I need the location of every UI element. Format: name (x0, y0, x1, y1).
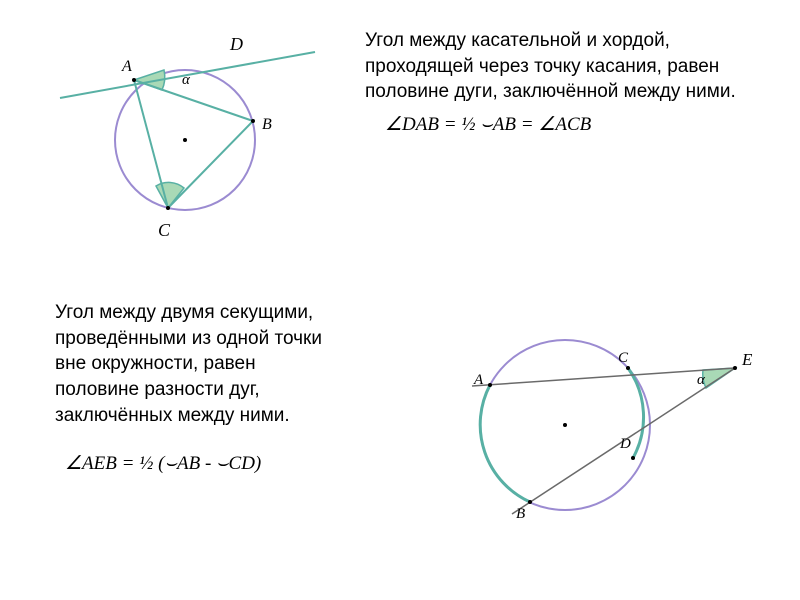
point-label-C2: C (618, 350, 628, 367)
two-secants-figure: α (430, 310, 770, 570)
point-label-C: C (158, 220, 170, 241)
point-label-B2: B (516, 506, 525, 523)
top-diagram: α A B C D (40, 20, 330, 250)
top-theorem-text: Угол между касательной и хордой, проходя… (365, 28, 765, 105)
top-formula: ∠DAB = ½ ⌣AB = ∠ACB (385, 113, 765, 136)
bottom-diagram: α E A C B D (430, 310, 770, 570)
tangent-chord-figure: α (40, 20, 330, 250)
bottom-text: Угол между двумя секущими, проведёнными … (55, 300, 335, 475)
point-label-A2: A (474, 372, 483, 389)
point-label-D2: D (620, 436, 631, 453)
bottom-formula: ∠AEB = ½ (⌣AB - ⌣CD) (65, 452, 335, 475)
svg-text:α: α (182, 72, 191, 88)
bottom-theorem-text: Угол между двумя секущими, проведёнными … (55, 300, 335, 428)
point-label-D: D (230, 34, 243, 55)
svg-text:α: α (697, 372, 706, 388)
point-label-E: E (742, 350, 752, 370)
point-label-B: B (262, 116, 272, 134)
point-label-A: A (122, 58, 132, 76)
top-text: Угол между касательной и хордой, проходя… (365, 28, 765, 136)
